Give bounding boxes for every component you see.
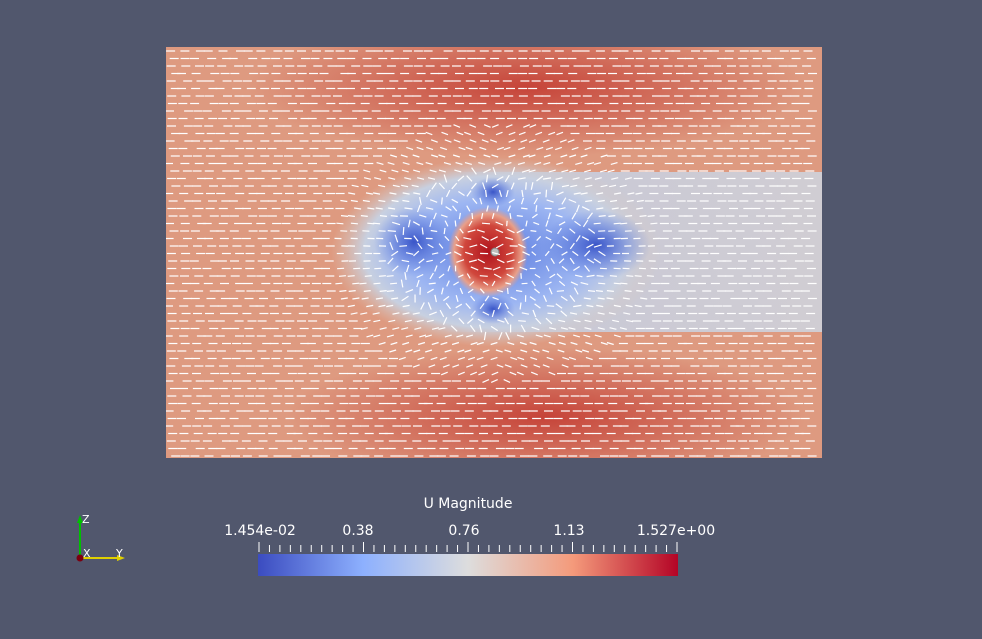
colorbar-tick-label-2: 0.76	[448, 523, 480, 539]
colorbar-ticks	[258, 542, 678, 552]
colorbar-tick-label-3: 1.13	[553, 523, 585, 539]
x-axis-dot-icon	[76, 554, 84, 562]
orientation-axes[interactable]: Z X Y	[70, 510, 140, 570]
z-axis-arrow-icon	[77, 515, 83, 523]
velocity-glyphs	[166, 50, 817, 457]
colorbar-title: U Magnitude	[423, 496, 513, 512]
y-axis-arrow-icon	[117, 555, 125, 561]
y-axis-label: Y	[115, 547, 123, 560]
x-axis-label: X	[83, 547, 91, 560]
velocity-field-plot[interactable]	[166, 47, 822, 458]
z-axis-label: Z	[82, 513, 90, 526]
colorbar-tick-label-min: 1.454e-02	[224, 523, 296, 539]
colorbar-tick-label-1: 0.38	[342, 523, 374, 539]
colorbar-tick-label-max: 1.527e+00	[636, 523, 716, 539]
colorbar-gradient	[258, 554, 678, 576]
colorbar[interactable]	[258, 542, 678, 576]
